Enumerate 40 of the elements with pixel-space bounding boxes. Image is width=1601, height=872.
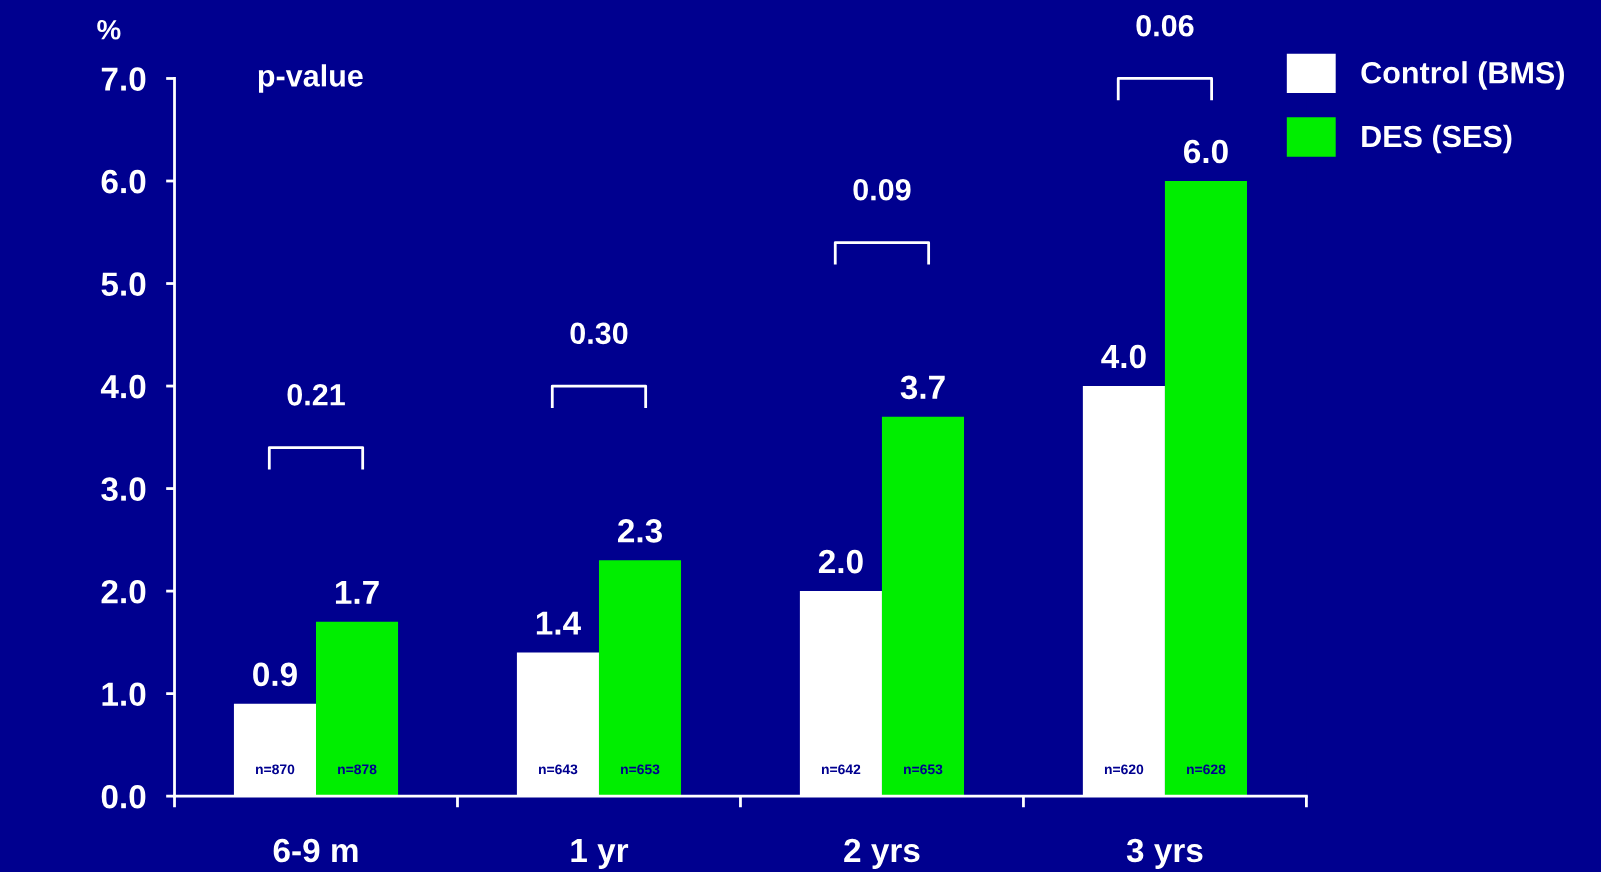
data-label: 2.0 [818,549,863,574]
annotation: n=653 [904,764,943,775]
y-tick-label: 3.0 [101,477,146,502]
annotation: 0.30 [570,322,628,345]
data-label: 3.7 [900,375,945,400]
y-tick-label: 0.0 [101,784,146,809]
annotation: 0.21 [287,384,345,406]
annotation: n=620 [1104,764,1144,775]
y-tick-label: 2.0 [101,579,146,604]
text: 0.06 [1136,14,1194,37]
y-tick-label: 6.0 [101,169,146,194]
annotation: n=870 [256,764,295,775]
annotation: n=642 [821,764,861,775]
annotation: n=653 [621,764,660,775]
bar [1164,181,1247,797]
legend-label: DES (SES) [1362,124,1512,154]
x-tick-label: 1 yr [571,839,629,869]
data-label: 6.0 [1184,139,1228,164]
y-tick-label: 4.0 [100,374,146,399]
annotation: n=643 [538,764,578,775]
x-tick-label: 6-9 m [273,838,358,863]
annotation: n=628 [1186,764,1226,775]
y-tick-label: 7.0 [101,67,146,91]
legend-label: Control (BMS) [1361,61,1564,90]
data-label: 2.3 [618,519,662,543]
data-label: 4.0 [1101,344,1146,369]
x-tick-label: 2 yrs [844,838,920,869]
y-axis-title: % [97,19,121,40]
data-label: 1.7 [335,580,379,604]
bar [316,621,399,797]
annotation: n=878 [338,764,377,775]
annotation: p-value [258,64,363,93]
y-tick-label: 1.0 [102,682,146,707]
data-label: 1.4 [536,611,581,635]
bar [598,560,682,797]
annotation: 0.09 [853,178,911,201]
data-label: 0.9 [253,662,297,687]
y-tick-label: 5.0 [101,272,146,296]
bar [881,416,965,797]
x-tick-label: 3 yrs [1126,838,1203,869]
